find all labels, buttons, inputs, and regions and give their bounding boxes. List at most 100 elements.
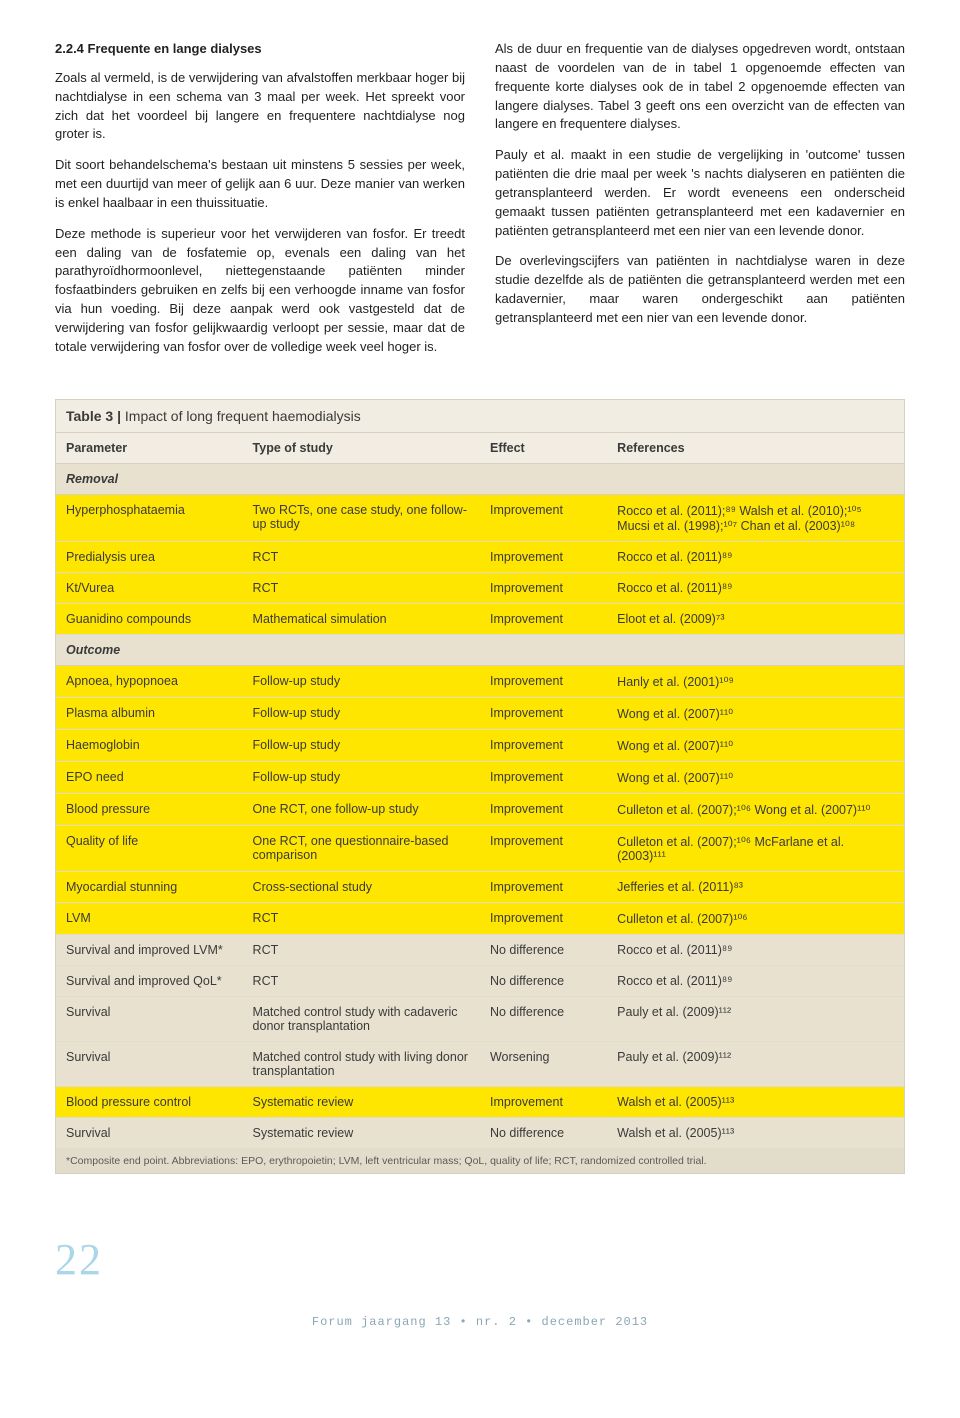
table-cell: Plasma albumin <box>56 697 243 729</box>
table-cell: No difference <box>480 996 607 1041</box>
table-cell: Improvement <box>480 572 607 603</box>
table-cell: Improvement <box>480 902 607 934</box>
table-cell: Blood pressure control <box>56 1086 243 1117</box>
table-cell: Blood pressure <box>56 793 243 825</box>
table-cell: Follow-up study <box>243 697 480 729</box>
table-cell: Pauly et al. (2009)¹¹² <box>607 996 904 1041</box>
table-cell: Improvement <box>480 1086 607 1117</box>
table-cell: Improvement <box>480 761 607 793</box>
table-row: EPO needFollow-up studyImprovementWong e… <box>56 761 904 793</box>
table-cell: Improvement <box>480 871 607 902</box>
table-cell: Guanidino compounds <box>56 603 243 634</box>
table-cell: One RCT, one follow-up study <box>243 793 480 825</box>
table-group-header: Outcome <box>56 634 904 665</box>
table-row: Kt/VureaRCTImprovementRocco et al. (2011… <box>56 572 904 603</box>
table-cell: Improvement <box>480 494 607 541</box>
table-cell: Matched control study with cadaveric don… <box>243 996 480 1041</box>
table-cell: No difference <box>480 934 607 965</box>
table-row: Survival and improved QoL*RCTNo differen… <box>56 965 904 996</box>
table-row: HaemoglobinFollow-up studyImprovementWon… <box>56 729 904 761</box>
table-cell: RCT <box>243 902 480 934</box>
table-cell: Jefferies et al. (2011)⁸³ <box>607 871 904 902</box>
table-cell: Mathematical simulation <box>243 603 480 634</box>
table-row: SurvivalMatched control study with cadav… <box>56 996 904 1041</box>
table-row: Blood pressureOne RCT, one follow-up stu… <box>56 793 904 825</box>
table-cell: Systematic review <box>243 1086 480 1117</box>
body-paragraph: Zoals al vermeld, is de verwijdering van… <box>55 69 465 144</box>
table-row: Myocardial stunningCross-sectional study… <box>56 871 904 902</box>
table-cell: Wong et al. (2007)¹¹⁰ <box>607 697 904 729</box>
table-cell: One RCT, one questionnaire-based compari… <box>243 825 480 871</box>
left-column: 2.2.4 Frequente en lange dialyses Zoals … <box>55 40 465 369</box>
table-cell: Myocardial stunning <box>56 871 243 902</box>
table-cell: Rocco et al. (2011)⁸⁹ <box>607 934 904 965</box>
table-row: Blood pressure controlSystematic reviewI… <box>56 1086 904 1117</box>
table-cell: Survival <box>56 1041 243 1086</box>
table-row: Quality of lifeOne RCT, one questionnair… <box>56 825 904 871</box>
table-cell: EPO need <box>56 761 243 793</box>
table-cell: Quality of life <box>56 825 243 871</box>
table-cell: Haemoglobin <box>56 729 243 761</box>
table-cell: RCT <box>243 572 480 603</box>
table-cell: Rocco et al. (2011)⁸⁹ <box>607 965 904 996</box>
table-cell: Survival <box>56 1117 243 1148</box>
table-cell: Walsh et al. (2005)¹¹³ <box>607 1086 904 1117</box>
table-cell: Improvement <box>480 665 607 697</box>
table-row: Predialysis ureaRCTImprovementRocco et a… <box>56 541 904 572</box>
table-cell: RCT <box>243 934 480 965</box>
table-cell: RCT <box>243 541 480 572</box>
body-paragraph: Pauly et al. maakt in een studie de verg… <box>495 146 905 240</box>
table-cell: Pauly et al. (2009)¹¹² <box>607 1041 904 1086</box>
table-cell: Improvement <box>480 603 607 634</box>
table-cell: Survival and improved QoL* <box>56 965 243 996</box>
table-cell: No difference <box>480 965 607 996</box>
table-cell: Eloot et al. (2009)⁷³ <box>607 603 904 634</box>
table-cell: Worsening <box>480 1041 607 1086</box>
table-cell: Wong et al. (2007)¹¹⁰ <box>607 761 904 793</box>
table-cell: Predialysis urea <box>56 541 243 572</box>
table-cell: Improvement <box>480 697 607 729</box>
table-cell: Follow-up study <box>243 761 480 793</box>
table-cell: RCT <box>243 965 480 996</box>
body-paragraph: Deze methode is superieur voor het verwi… <box>55 225 465 357</box>
table-cell: Improvement <box>480 541 607 572</box>
table-title-text: Impact of long frequent haemodialysis <box>125 408 361 424</box>
body-paragraph: Dit soort behandelschema's bestaan uit m… <box>55 156 465 213</box>
table-header: Effect <box>480 433 607 464</box>
table-cell: Rocco et al. (2011)⁸⁹ <box>607 541 904 572</box>
table-cell: Rocco et al. (2011)⁸⁹ <box>607 572 904 603</box>
table-cell: Culleton et al. (2007);¹⁰⁶ McFarlane et … <box>607 825 904 871</box>
table-cell: LVM <box>56 902 243 934</box>
table-cell: Matched control study with living donor … <box>243 1041 480 1086</box>
table-cell: Wong et al. (2007)¹¹⁰ <box>607 729 904 761</box>
table-3: Table 3 | Impact of long frequent haemod… <box>55 399 905 1174</box>
body-paragraph: Als de duur en frequentie van de dialyse… <box>495 40 905 134</box>
table-cell: Improvement <box>480 825 607 871</box>
table-header: Type of study <box>243 433 480 464</box>
table-cell: Hanly et al. (2001)¹⁰⁹ <box>607 665 904 697</box>
table-cell: Culleton et al. (2007);¹⁰⁶ Wong et al. (… <box>607 793 904 825</box>
table-cell: Rocco et al. (2011);⁸⁹ Walsh et al. (201… <box>607 494 904 541</box>
table-row: LVMRCTImprovementCulleton et al. (2007)¹… <box>56 902 904 934</box>
page-number: 22 <box>55 1234 905 1285</box>
table-cell: Survival <box>56 996 243 1041</box>
table-cell: Apnoea, hypopnoea <box>56 665 243 697</box>
table-row: SurvivalSystematic reviewNo differenceWa… <box>56 1117 904 1148</box>
table-cell: Two RCTs, one case study, one follow-up … <box>243 494 480 541</box>
table-row: Apnoea, hypopnoeaFollow-up studyImprovem… <box>56 665 904 697</box>
table-cell: Cross-sectional study <box>243 871 480 902</box>
table-cell: Systematic review <box>243 1117 480 1148</box>
table-cell: Walsh et al. (2005)¹¹³ <box>607 1117 904 1148</box>
table-row: Guanidino compoundsMathematical simulati… <box>56 603 904 634</box>
right-column: Als de duur en frequentie van de dialyse… <box>495 40 905 369</box>
table-cell: Culleton et al. (2007)¹⁰⁶ <box>607 902 904 934</box>
section-heading: 2.2.4 Frequente en lange dialyses <box>55 40 465 59</box>
table-footnote: *Composite end point. Abbreviations: EPO… <box>56 1149 904 1173</box>
table-title-prefix: Table 3 | <box>66 408 125 424</box>
body-paragraph: De overlevingscijfers van patiënten in n… <box>495 252 905 327</box>
table-group-header: Removal <box>56 463 904 494</box>
table-cell: Follow-up study <box>243 665 480 697</box>
table-title: Table 3 | Impact of long frequent haemod… <box>56 400 904 433</box>
table-row: HyperphosphataemiaTwo RCTs, one case stu… <box>56 494 904 541</box>
table-header: Parameter <box>56 433 243 464</box>
